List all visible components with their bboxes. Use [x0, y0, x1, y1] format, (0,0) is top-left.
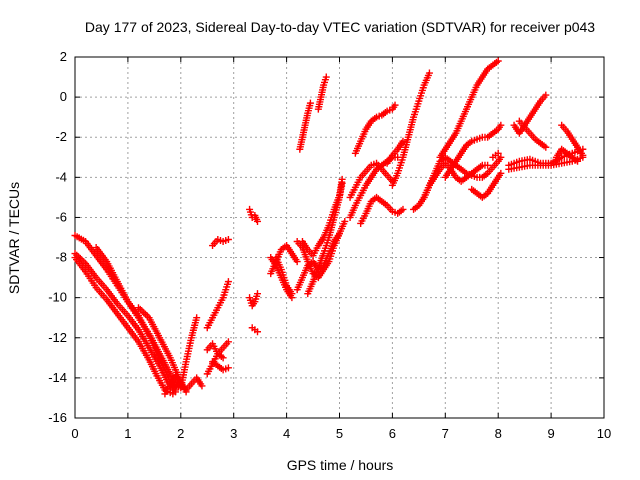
- series-track-14: [246, 290, 262, 310]
- data-point: [399, 205, 407, 213]
- data-point: [169, 390, 177, 398]
- series-track-34: [441, 121, 505, 181]
- axis-ticks: 0 1 2 3 4 5 6 7 8 9 10 2 0 -2 -4 -6 -8 -10 -12 -14 -16: [48, 49, 611, 441]
- series-track-15: [248, 324, 262, 336]
- series-track-28: [351, 101, 399, 157]
- series-track-42: [552, 145, 582, 165]
- series-track-24: [314, 73, 330, 113]
- grid-lines: [75, 57, 604, 418]
- data-point: [254, 328, 262, 336]
- x-tick-label: 1: [124, 426, 131, 441]
- x-tick-label: 4: [283, 426, 290, 441]
- data-point: [338, 175, 346, 183]
- data-point: [542, 91, 550, 99]
- data-point: [497, 153, 505, 161]
- data-point: [542, 143, 550, 151]
- data-point: [193, 314, 201, 322]
- data-point: [497, 169, 505, 177]
- x-tick-label: 0: [71, 426, 78, 441]
- series-track-11: [203, 340, 227, 362]
- x-tick-label: 6: [389, 426, 396, 441]
- x-tick-label: 2: [177, 426, 184, 441]
- data-point: [497, 121, 505, 129]
- series-track-18: [272, 254, 296, 298]
- y-tick-label: -12: [48, 330, 67, 345]
- data-point: [224, 364, 232, 372]
- data-point: [399, 137, 407, 145]
- series-track-35: [468, 169, 505, 201]
- y-axis-label: SDTVAR / TECUs: [6, 182, 22, 294]
- y-tick-label: -8: [55, 250, 67, 265]
- data-point: [341, 217, 349, 225]
- x-tick-label: 8: [495, 426, 502, 441]
- series-track-17: [267, 242, 301, 278]
- y-tick-label: 2: [60, 49, 67, 64]
- data-point: [391, 101, 399, 109]
- series-track-8: [203, 278, 232, 332]
- series-track-13: [246, 205, 262, 225]
- y-tick-label: -10: [48, 290, 67, 305]
- series-track-26: [346, 159, 396, 201]
- data-point: [254, 217, 262, 225]
- series-track-30: [383, 137, 407, 167]
- y-tick-label: -2: [55, 129, 67, 144]
- x-axis-label: GPS time / hours: [287, 457, 394, 473]
- data-point: [336, 229, 343, 237]
- data-point: [224, 338, 232, 346]
- series-track-41: [558, 121, 587, 159]
- x-tick-label: 9: [547, 426, 554, 441]
- series-track-27: [357, 193, 407, 227]
- series-track-7: [161, 372, 206, 398]
- x-tick-label: 10: [597, 426, 611, 441]
- x-tick-label: 5: [336, 426, 343, 441]
- data-point: [288, 290, 296, 298]
- data-point: [224, 236, 232, 244]
- series-track-4: [92, 244, 185, 390]
- series-track-22: [298, 175, 346, 260]
- x-tick-label: 7: [442, 426, 449, 441]
- series-track-32: [420, 159, 492, 201]
- series-track-39: [515, 117, 550, 151]
- data-point: [306, 99, 314, 107]
- data-point: [494, 57, 502, 65]
- y-tick-label: -14: [48, 370, 67, 385]
- data-point: [574, 157, 582, 165]
- x-tick-label: 3: [230, 426, 237, 441]
- series-track-40: [510, 91, 550, 137]
- series-track-12: [209, 236, 232, 250]
- data-point: [425, 69, 433, 77]
- series-track-2: [71, 250, 180, 396]
- data-point: [254, 290, 262, 298]
- data-point: [579, 151, 587, 159]
- series-track-23: [296, 99, 314, 153]
- chart-title: Day 177 of 2023, Sidereal Day-to-day VTE…: [85, 19, 595, 35]
- series-track-36: [489, 149, 502, 161]
- data-point: [494, 149, 502, 157]
- data-point: [322, 73, 330, 81]
- series-track-10: [209, 358, 232, 374]
- series-track-33: [436, 57, 502, 161]
- y-tick-label: 0: [60, 89, 67, 104]
- y-tick-label: -4: [55, 169, 67, 184]
- data-point: [293, 258, 301, 266]
- series-track-29: [388, 69, 433, 189]
- data-point: [224, 278, 232, 286]
- data-point: [198, 382, 206, 390]
- data-point: [219, 354, 227, 362]
- y-tick-label: -16: [48, 410, 67, 425]
- data-point: [484, 161, 492, 169]
- data-markers: [71, 57, 587, 398]
- series-track-3: [71, 254, 177, 398]
- y-tick-label: -6: [55, 209, 67, 224]
